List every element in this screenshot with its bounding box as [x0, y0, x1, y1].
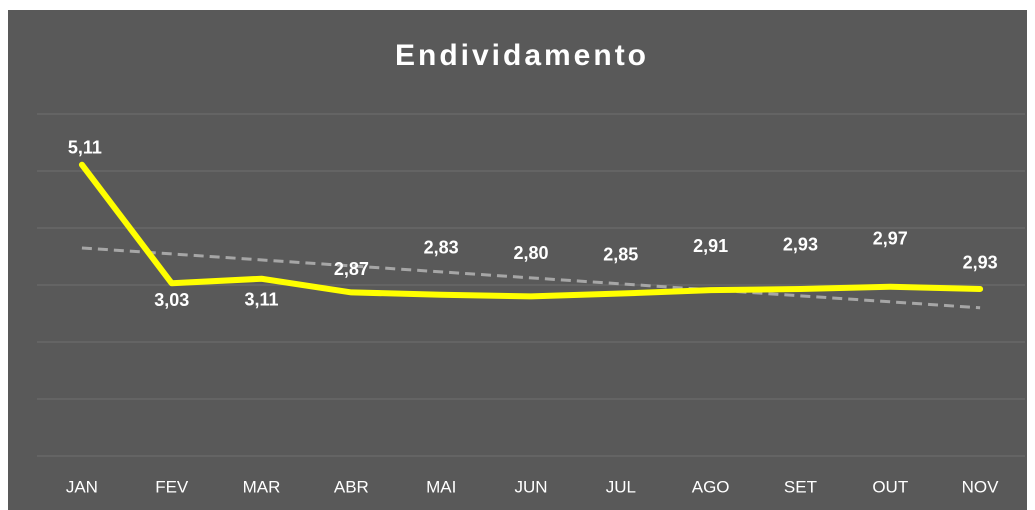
data-label: 2,93 — [783, 235, 818, 255]
data-label: 5,11 — [68, 137, 102, 157]
x-tick-label: ABR — [334, 477, 369, 496]
data-label: 2,83 — [424, 237, 459, 257]
x-tick-label: MAI — [426, 477, 456, 496]
data-label: 2,93 — [963, 253, 998, 273]
data-label: 2,91 — [693, 236, 728, 256]
x-tick-label: MAR — [243, 477, 281, 496]
x-tick-label: FEV — [155, 477, 189, 496]
data-label: 2,97 — [873, 228, 908, 248]
x-tick-label: JAN — [66, 477, 98, 496]
data-label: 2,85 — [603, 244, 638, 264]
x-tick-label: SET — [784, 477, 817, 496]
x-tick-label: NOV — [962, 477, 1000, 496]
chart-background — [8, 10, 1027, 510]
trend-line — [81, 246, 981, 310]
x-tick-label: AGO — [692, 477, 730, 496]
chart-title: Endividamento — [395, 39, 649, 72]
x-tick-label: JUN — [514, 477, 547, 496]
data-label: 2,87 — [334, 259, 369, 279]
x-tick-label: OUT — [872, 477, 908, 496]
data-label: 3,03 — [154, 290, 189, 310]
data-label: 3,11 — [245, 289, 279, 309]
line — [78, 161, 984, 300]
data-label: 2,80 — [513, 243, 548, 263]
x-tick-label: JUL — [606, 477, 636, 496]
